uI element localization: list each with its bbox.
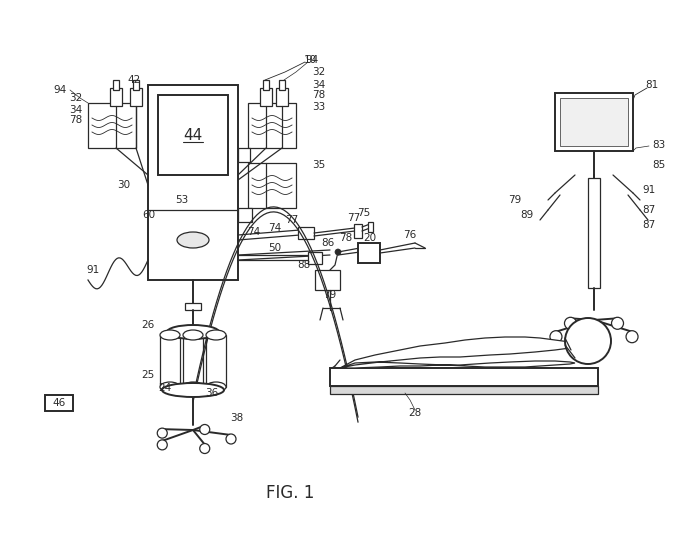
Circle shape <box>612 317 623 329</box>
Text: 46: 46 <box>52 398 66 408</box>
Text: 24: 24 <box>158 383 172 393</box>
Text: 86: 86 <box>322 238 335 248</box>
Text: 91: 91 <box>87 265 100 275</box>
Text: 77: 77 <box>285 215 298 225</box>
Bar <box>248 103 296 148</box>
Bar <box>238 148 250 162</box>
Text: 78: 78 <box>69 115 82 125</box>
Text: 74: 74 <box>247 227 260 237</box>
Bar <box>260 88 272 106</box>
Text: 38: 38 <box>230 413 243 423</box>
Bar <box>330 368 598 386</box>
Text: FIG. 1: FIG. 1 <box>266 484 314 502</box>
Text: 87: 87 <box>642 220 655 230</box>
Text: 76: 76 <box>404 230 416 240</box>
Text: 83: 83 <box>652 140 665 150</box>
Bar <box>183 335 203 387</box>
Text: 79: 79 <box>508 195 521 205</box>
Text: 85: 85 <box>652 160 665 170</box>
Text: 88: 88 <box>297 260 310 270</box>
Ellipse shape <box>206 330 226 340</box>
Text: 32: 32 <box>312 67 325 77</box>
Text: 26: 26 <box>142 320 155 330</box>
Bar <box>238 208 252 222</box>
Polygon shape <box>340 337 575 368</box>
Circle shape <box>199 444 210 454</box>
Circle shape <box>626 331 638 343</box>
Text: 50: 50 <box>268 243 282 253</box>
Ellipse shape <box>183 382 203 392</box>
Ellipse shape <box>160 382 180 392</box>
Circle shape <box>158 440 167 450</box>
Ellipse shape <box>162 383 224 397</box>
Bar <box>279 80 285 90</box>
Ellipse shape <box>160 330 180 340</box>
Text: 94: 94 <box>306 55 318 65</box>
Bar <box>185 303 201 310</box>
Text: 77: 77 <box>347 213 360 223</box>
Text: 34: 34 <box>312 80 325 90</box>
Bar <box>368 222 373 232</box>
Circle shape <box>199 424 210 434</box>
Bar <box>315 270 340 290</box>
Bar <box>588 178 600 288</box>
Bar <box>148 85 238 280</box>
Text: 42: 42 <box>127 75 141 85</box>
Text: 78: 78 <box>339 233 352 243</box>
Bar <box>88 103 136 148</box>
Bar <box>276 88 288 106</box>
Text: 53: 53 <box>175 195 188 205</box>
Text: 33: 33 <box>312 102 325 112</box>
Ellipse shape <box>167 325 219 339</box>
Circle shape <box>226 434 236 444</box>
Text: 30: 30 <box>117 180 130 190</box>
Ellipse shape <box>183 330 203 340</box>
Text: 94: 94 <box>54 85 67 95</box>
Bar <box>158 95 228 175</box>
Text: 36: 36 <box>205 388 218 398</box>
Bar <box>555 93 633 151</box>
Text: 79: 79 <box>322 290 336 300</box>
Circle shape <box>564 317 577 329</box>
Text: 32: 32 <box>69 93 82 103</box>
Text: 20: 20 <box>364 233 377 243</box>
Text: 34: 34 <box>69 105 82 115</box>
Bar <box>130 88 142 106</box>
Text: 60: 60 <box>142 210 155 220</box>
Circle shape <box>158 428 167 438</box>
Bar <box>133 80 139 90</box>
Circle shape <box>588 339 600 351</box>
Circle shape <box>335 249 341 255</box>
Bar <box>308 252 322 264</box>
Ellipse shape <box>177 232 209 248</box>
Text: 89: 89 <box>520 210 533 220</box>
Bar <box>113 80 119 90</box>
Bar <box>110 88 122 106</box>
Circle shape <box>565 318 611 364</box>
Text: 35: 35 <box>312 160 325 170</box>
Text: 74: 74 <box>268 223 282 233</box>
Bar <box>560 98 628 146</box>
Ellipse shape <box>206 382 226 392</box>
Text: 25: 25 <box>142 370 155 380</box>
Text: 91: 91 <box>642 185 655 195</box>
Text: 28: 28 <box>408 408 422 418</box>
Bar <box>248 163 296 208</box>
Bar <box>358 243 380 263</box>
Bar <box>354 224 362 238</box>
Text: 10: 10 <box>304 55 316 65</box>
Bar <box>330 386 598 394</box>
Text: 78: 78 <box>312 90 325 100</box>
Bar <box>263 80 269 90</box>
Text: 81: 81 <box>646 80 658 90</box>
Bar <box>160 335 180 387</box>
Bar <box>298 227 314 239</box>
Bar <box>45 395 73 411</box>
Text: 75: 75 <box>357 208 370 218</box>
Text: 87: 87 <box>642 205 655 215</box>
Text: 44: 44 <box>183 127 203 142</box>
Bar <box>206 335 226 387</box>
Circle shape <box>550 331 562 343</box>
